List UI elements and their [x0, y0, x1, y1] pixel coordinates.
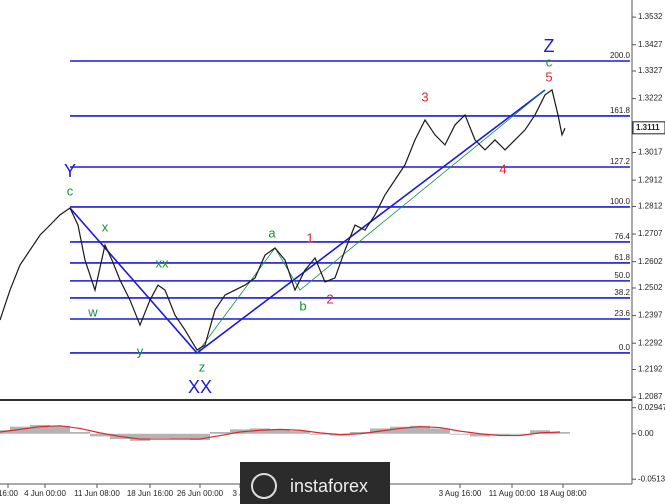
y-tick-label: 1.2502 — [638, 283, 663, 292]
wave-label: c — [67, 183, 74, 198]
osc-bar — [130, 433, 150, 441]
wave-label: w — [87, 304, 98, 319]
fib-label: 100.0 — [610, 197, 631, 206]
x-tick-label: 3 Aug 16:00 — [439, 489, 482, 498]
y-tick-label: 1.2912 — [638, 175, 663, 184]
osc-bar — [490, 433, 510, 436]
x-tick-label: 11 Jun 08:00 — [74, 489, 120, 498]
wave-label: xx — [156, 255, 170, 270]
osc-tick-label: -0.05133 — [638, 474, 665, 483]
osc-bar — [310, 433, 330, 435]
wave-label: Y — [64, 161, 76, 181]
y-tick-label: 1.2602 — [638, 257, 663, 266]
x-tick-label: 18 Jun 16:00 — [127, 489, 174, 498]
fib-label: 50.0 — [614, 271, 630, 280]
osc-bar — [250, 428, 270, 434]
x-tick-label: 18 Aug 08:00 — [539, 489, 587, 498]
osc-bar — [470, 433, 490, 437]
wave-label: 2 — [326, 291, 333, 306]
y-tick-label: 1.2292 — [638, 338, 663, 347]
y-tick-label: 1.2192 — [638, 365, 663, 374]
fib-label: 38.2 — [614, 288, 630, 297]
osc-bar — [210, 432, 230, 434]
osc-bar — [150, 433, 170, 439]
wave-label: XX — [188, 377, 212, 397]
osc-bar — [390, 426, 410, 434]
y-tick-label: 1.3017 — [638, 148, 663, 157]
osc-bar — [290, 431, 310, 434]
last-price-label: 1.3111 — [636, 123, 660, 132]
osc-bar — [270, 429, 290, 434]
osc-bar — [530, 430, 550, 434]
wave-label: x — [102, 219, 109, 234]
osc-bar — [550, 432, 570, 434]
wave-label: 4 — [499, 161, 506, 176]
y-tick-label: 1.2812 — [638, 202, 663, 211]
osc-bar — [50, 425, 70, 434]
osc-tick-label: 0.02947 — [638, 403, 665, 412]
fib-label: 61.8 — [614, 253, 630, 262]
y-tick-label: 1.3427 — [638, 40, 663, 49]
x-tick-label: 4 Jun 00:00 — [24, 489, 66, 498]
wave-label: c — [546, 54, 553, 69]
osc-bar — [510, 433, 530, 435]
wave-label: a — [268, 225, 276, 240]
y-tick-label: 1.2707 — [638, 229, 663, 238]
last-price-box — [632, 121, 665, 135]
y-tick-label: 1.3327 — [638, 66, 663, 75]
fib-label: 76.4 — [614, 232, 630, 241]
osc-bar — [30, 424, 50, 434]
wave-label: 1 — [306, 230, 313, 245]
y-tick-label: 1.3222 — [638, 94, 663, 103]
wave-label: z — [199, 359, 206, 374]
x-tick-label: 11 Aug 00:00 — [489, 489, 536, 498]
fib-label: 161.8 — [610, 106, 631, 115]
fib-label: 23.6 — [614, 309, 630, 318]
wave-label: y — [137, 343, 144, 358]
fib-label: 0.0 — [619, 343, 631, 352]
osc-bar — [190, 433, 210, 440]
osc-bar — [430, 428, 450, 434]
x-tick-label: 26 Jun 00:00 — [177, 489, 224, 498]
wave-label: 3 — [421, 89, 428, 104]
y-tick-label: 1.3532 — [638, 12, 663, 21]
price-line — [0, 88, 566, 351]
osc-bar — [410, 425, 430, 434]
y-tick-label: 1.2087 — [638, 392, 663, 401]
osc-bar — [0, 430, 10, 434]
wave-label: b — [299, 298, 306, 313]
osc-bar — [10, 426, 30, 434]
watermark: instaforex — [240, 462, 390, 504]
osc-tick-label: 0.00 — [638, 429, 654, 438]
wave-label: Z — [544, 36, 555, 56]
fib-label: 200.0 — [610, 51, 631, 60]
osc-bar — [70, 432, 90, 434]
osc-bar — [450, 433, 470, 435]
fib-label: 127.2 — [610, 157, 631, 166]
x-tick-label: 16:00 — [0, 489, 19, 498]
watermark-icon — [251, 473, 277, 499]
y-tick-label: 1.2397 — [638, 311, 663, 320]
watermark-text: instaforex — [290, 476, 368, 496]
osc-bar — [90, 433, 110, 437]
osc-bar — [350, 432, 370, 434]
osc-signal — [0, 425, 561, 440]
wave-label: 5 — [545, 69, 552, 84]
osc-bar — [170, 433, 190, 440]
